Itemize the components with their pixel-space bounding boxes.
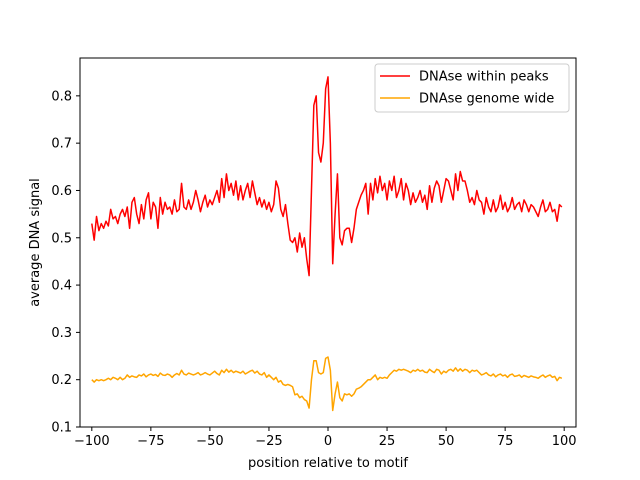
x-tick-label: 0 — [324, 434, 332, 449]
series-line-dnase-within-peaks — [91, 76, 563, 277]
y-tick-label: 0.6 — [51, 184, 72, 199]
y-tick-label: 0.1 — [51, 421, 72, 436]
y-axis-label: average DNA signal — [28, 178, 43, 307]
ticks-layer: −100 −75 −50 −25 0 25 50 75 100 0.1 0.2 0.3 0.4 0.5 0.… — [51, 89, 576, 449]
y-tick-label: 0.8 — [51, 89, 72, 104]
x-axis-label: position relative to motif — [248, 456, 408, 471]
series-line-dnase-genome-wide — [91, 356, 563, 412]
y-tick-label: 0.7 — [51, 137, 72, 152]
x-tick-label: 75 — [497, 434, 514, 449]
legend-label-dnase-genome-wide: DNAse genome wide — [419, 92, 554, 107]
y-tick-label: 0.4 — [51, 279, 72, 294]
series-layer — [91, 76, 563, 412]
x-tick-label: 25 — [379, 434, 396, 449]
plot-area — [79, 57, 577, 428]
x-tick-label: −100 — [74, 434, 110, 449]
legend-box — [374, 63, 570, 113]
x-tick-label: −75 — [137, 434, 164, 449]
legend: DNAse within peaks DNAse genome wide — [374, 63, 570, 113]
y-tick-label: 0.3 — [51, 326, 72, 341]
y-tick-label: 0.5 — [51, 231, 72, 246]
x-tick-label: 50 — [438, 434, 455, 449]
x-tick-label: 100 — [552, 434, 577, 449]
y-tick-label: 0.2 — [51, 373, 72, 388]
axes-frame — [79, 57, 577, 428]
x-tick-label: −25 — [255, 434, 282, 449]
x-tick-label: −50 — [196, 434, 223, 449]
legend-label-dnase-within-peaks: DNAse within peaks — [419, 70, 549, 85]
